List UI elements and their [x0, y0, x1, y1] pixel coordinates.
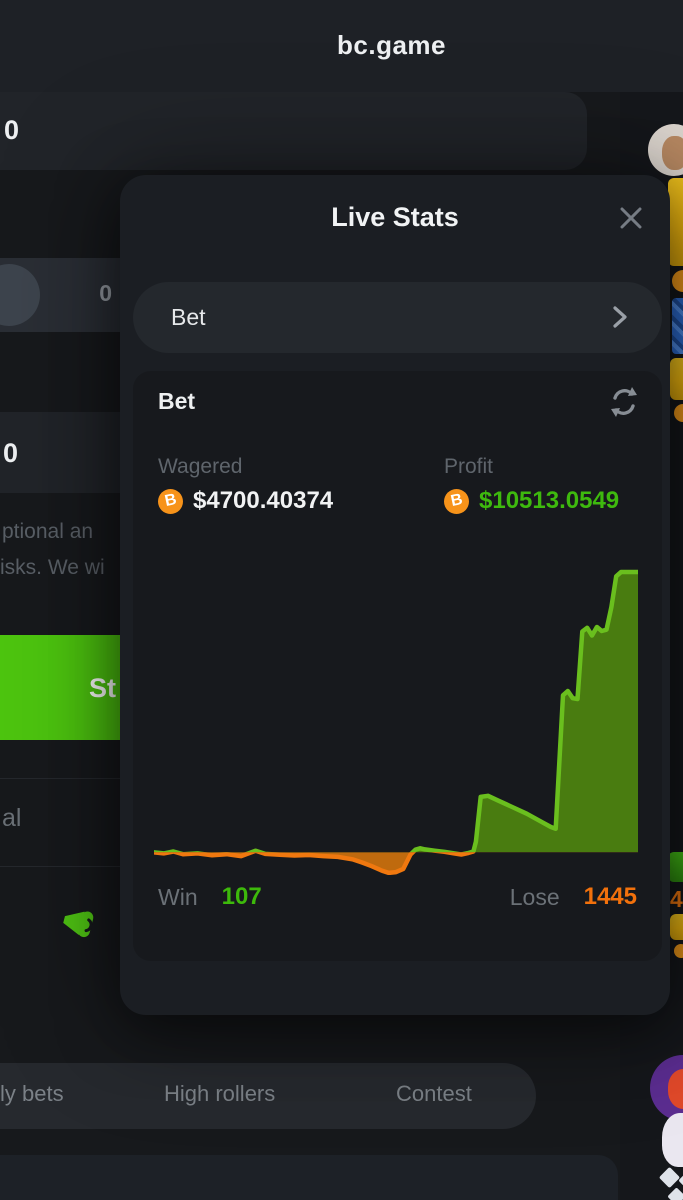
card-title: Bet [158, 388, 196, 414]
start-button[interactable]: St [0, 635, 120, 740]
tab-my-bets[interactable]: ly bets [0, 1081, 64, 1106]
chat-emote-yellow [670, 914, 683, 940]
chat-emote-dot [674, 944, 683, 958]
chat-emote-blue [672, 298, 683, 354]
live-stats-modal: Live Stats Bet Bet [120, 175, 670, 1015]
lose-label: Lose [509, 883, 560, 910]
close-icon[interactable] [618, 205, 644, 231]
app-logo-title: bc.game [337, 30, 446, 60]
chat-emote-white [662, 1113, 683, 1167]
chat-emote-yellow [670, 358, 683, 400]
refresh-icon[interactable] [606, 384, 642, 420]
wagered-stat: Wagered B $4700.40374 [158, 455, 333, 514]
wagered-value: $4700.40374 [193, 487, 334, 514]
divider [0, 778, 120, 779]
disclaimer-text-line2: isks. We wi [0, 556, 105, 579]
bet-amount-bottom-value[interactable]: 0 [3, 438, 19, 468]
modal-title: Live Stats [331, 202, 459, 232]
chat-emote-green [668, 852, 683, 882]
profit-chart [151, 559, 641, 876]
chat-emote-purple [650, 1055, 683, 1121]
bottom-tab-bar [0, 1063, 536, 1129]
chat-avatar[interactable] [648, 124, 683, 176]
divider [0, 866, 120, 867]
slider-value: 0 [99, 280, 112, 306]
start-button-label: St [89, 673, 116, 703]
lose-value: 1445 [583, 883, 637, 910]
wagered-label: Wagered [158, 455, 243, 478]
diamond-icon [678, 1171, 683, 1190]
bitcoin-icon: B [444, 488, 469, 514]
win-lose-row: Win 107 Lose 1445 [158, 883, 637, 911]
selector-label: Bet [171, 304, 206, 330]
bet-amount-top-value[interactable]: 0 [4, 115, 20, 145]
win-value: 107 [221, 883, 262, 910]
profit-stat: Profit B $10513.0549 [444, 455, 619, 514]
diamond-icon [658, 1166, 681, 1189]
announcement-megaphone-icon[interactable] [60, 906, 100, 946]
chevron-right-icon [612, 305, 628, 329]
chat-emote-dot [674, 404, 683, 422]
disclaimer-text-line1: ptional an [2, 520, 94, 543]
manual-mode-label: al [2, 804, 22, 832]
bitcoin-icon: B [158, 488, 183, 514]
profit-value: $10513.0549 [479, 487, 620, 514]
avatar-face [662, 136, 683, 170]
diamond-icon [667, 1187, 683, 1200]
bottom-sheet-panel [0, 1155, 618, 1200]
tab-high-rollers[interactable]: High rollers [164, 1081, 276, 1106]
emote-character [668, 1069, 683, 1109]
app-header: bc.game [0, 0, 683, 92]
win-label: Win [158, 883, 198, 910]
profit-label: Profit [444, 455, 494, 478]
tab-contest[interactable]: Contest [396, 1081, 472, 1106]
chat-emote-yellow [668, 178, 683, 266]
bet-stats-card: Bet Wagered B $4700.40374 [133, 371, 662, 961]
chat-bet-amount-fragment: 45 [670, 886, 683, 912]
stats-type-selector[interactable]: Bet [133, 282, 662, 353]
slider-knob[interactable] [0, 264, 40, 326]
multiplier-slider-row: 0 [0, 258, 120, 332]
bet-amount-panel-top: 0 [0, 92, 587, 170]
chat-emote-dot [672, 270, 683, 292]
bet-amount-panel-bottom: 0 [0, 412, 120, 493]
